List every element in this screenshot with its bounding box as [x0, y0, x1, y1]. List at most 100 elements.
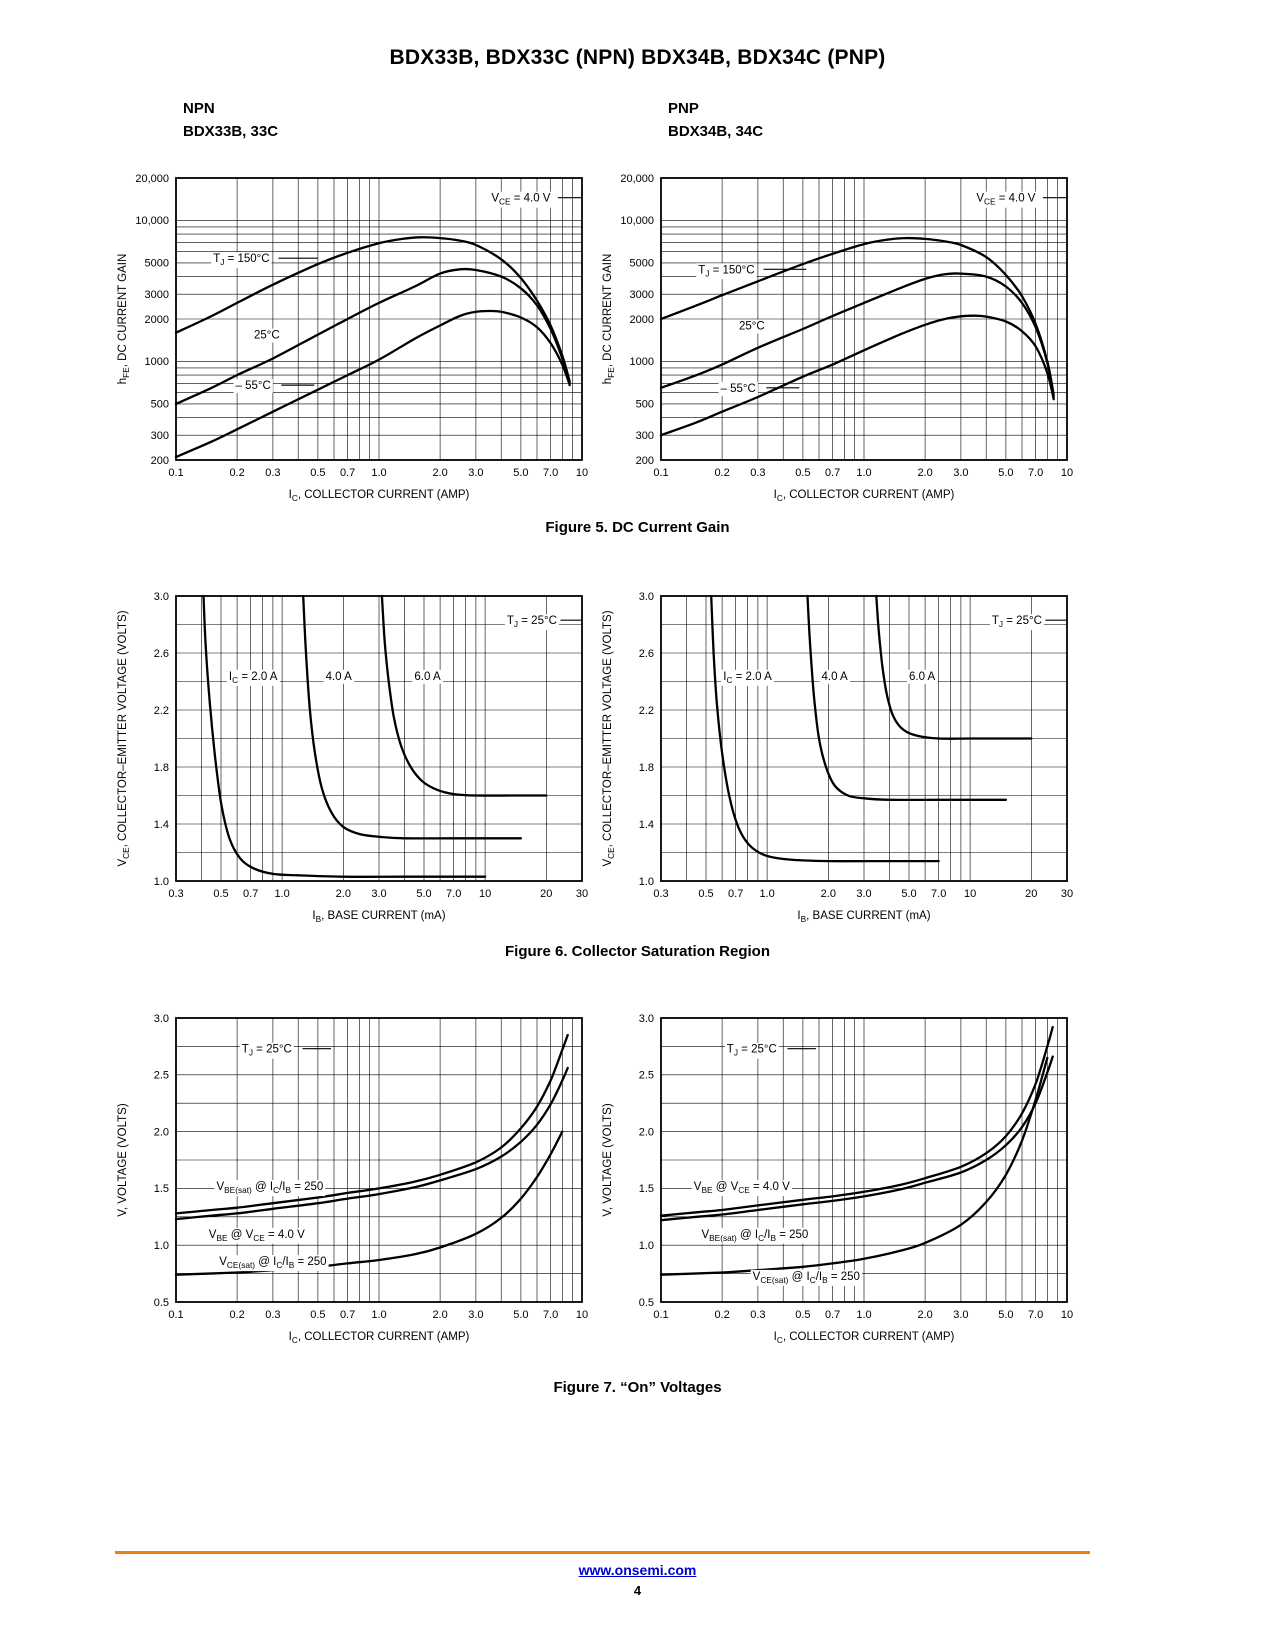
- chart-fig6-pnp: 0.3 0.5 0.7 1.0 2.0 3.0 5.0 7.0 10 20 30 3.0 2.6 2.2 1…: [597, 586, 1077, 931]
- y-axis-label: VCE, COLLECTOR–EMITTER VOLTAGE (VOLTS): [602, 610, 616, 866]
- svg-text:10: 10: [1061, 467, 1073, 479]
- annotation-1: VBE @ VCE = 4.0 V: [694, 1181, 790, 1195]
- svg-text:300: 300: [636, 430, 654, 442]
- grid-lines: [175, 595, 583, 882]
- annotation-bg: [233, 379, 273, 394]
- pnp-heading-type: PNP: [668, 100, 699, 117]
- svg-text:0.7: 0.7: [728, 888, 743, 900]
- annotation-bg: [736, 319, 767, 334]
- curve-vbe-sat-ic-ib-250: [174, 1033, 569, 1215]
- annotation-bg: [974, 191, 1038, 208]
- pnp-heading-parts: BDX34B, 34C: [668, 123, 764, 140]
- svg-text:2.2: 2.2: [154, 705, 169, 717]
- fig5-npn-svg: 0.1 0.2 0.3 0.5 0.7 1.0 2.0 3.0 5.0 7.0 10 200 300 50…: [117, 173, 588, 503]
- tick-labels: 0.1 0.2 0.3 0.5 0.7 1.0 2.0 3.0 5.0 7.0 10 200 300 50…: [135, 173, 588, 479]
- annotation-2: 4.0 A: [821, 671, 848, 683]
- y-axis-label: V, VOLTAGE (VOLTS): [117, 1103, 129, 1216]
- svg-text:10: 10: [964, 888, 976, 900]
- annotation-bg: [989, 614, 1044, 631]
- svg-text:5000: 5000: [145, 258, 169, 270]
- curve-6-0-a: [875, 594, 1033, 740]
- svg-text:0.5: 0.5: [795, 467, 810, 479]
- annotation-3: 6.0 A: [909, 671, 936, 683]
- figure6-caption: Figure 6. Collector Saturation Region: [504, 943, 771, 960]
- annotation-bg: [699, 1227, 811, 1244]
- annotation-bg: [724, 1042, 779, 1059]
- annotation-bg: [211, 252, 272, 269]
- svg-text:1.0: 1.0: [856, 467, 871, 479]
- svg-text:1.0: 1.0: [154, 1240, 169, 1252]
- annotation-0: VCE = 4.0 V: [491, 193, 550, 207]
- plot-border: [660, 1017, 1068, 1303]
- svg-text:20,000: 20,000: [135, 173, 169, 185]
- svg-text:2.5: 2.5: [639, 1070, 654, 1082]
- svg-text:5000: 5000: [630, 258, 654, 270]
- svg-text:10: 10: [1061, 1309, 1073, 1321]
- onsemi-link[interactable]: www.onsemi.com: [578, 1562, 697, 1578]
- svg-text:7.0: 7.0: [1028, 1309, 1043, 1321]
- annotation-0: VCE = 4.0 V: [976, 193, 1035, 207]
- x-axis-label: IC, COLLECTOR CURRENT (AMP): [774, 489, 955, 503]
- plot-border: [660, 595, 1068, 882]
- annotation-bg: [750, 1269, 862, 1286]
- svg-text:1.0: 1.0: [856, 1309, 871, 1321]
- annotation-2: 25°C: [739, 321, 765, 333]
- svg-text:5.0: 5.0: [513, 467, 528, 479]
- svg-text:0.1: 0.1: [653, 1309, 668, 1321]
- figure6-row: 0.3 0.5 0.7 1.0 2.0 3.0 5.0 7.0 10 20 30 3.0 2.6 2.2 1…: [112, 586, 1077, 931]
- curve-vce-sat-ic-ib-250: [174, 1130, 564, 1276]
- curve-4-0-a: [806, 594, 1008, 802]
- svg-text:5.0: 5.0: [901, 888, 916, 900]
- svg-text:2.0: 2.0: [917, 467, 932, 479]
- x-axis-label: IB, BASE CURRENT (mA): [312, 910, 445, 924]
- curve-6-0-a: [380, 594, 548, 797]
- footer-link-wrap: www.onsemi.com: [0, 1562, 1275, 1578]
- svg-text:0.5: 0.5: [154, 1297, 169, 1309]
- svg-text:1.0: 1.0: [759, 888, 774, 900]
- svg-text:500: 500: [151, 399, 169, 411]
- svg-text:0.7: 0.7: [825, 467, 840, 479]
- svg-text:1.4: 1.4: [154, 819, 169, 831]
- plot-border: [175, 1017, 583, 1303]
- svg-text:3.0: 3.0: [639, 1013, 654, 1025]
- annotation-bg: [239, 1042, 294, 1059]
- tick-labels: 0.1 0.2 0.3 0.5 0.7 1.0 2.0 3.0 5.0 7.0 10 3.0 2.5 2.…: [154, 1013, 588, 1321]
- curve-vbe-vce-4-0-v: [174, 1066, 569, 1221]
- svg-text:3.0: 3.0: [639, 591, 654, 603]
- svg-text:10: 10: [479, 888, 491, 900]
- svg-text:30: 30: [1061, 888, 1073, 900]
- svg-text:5.0: 5.0: [416, 888, 431, 900]
- svg-text:2.0: 2.0: [639, 1126, 654, 1138]
- svg-text:10: 10: [576, 1309, 588, 1321]
- annotation-0: TJ = 25°C: [507, 615, 557, 629]
- x-axis-label: IB, BASE CURRENT (mA): [797, 910, 930, 924]
- annotation-2: 4.0 A: [326, 671, 353, 683]
- svg-text:0.5: 0.5: [698, 888, 713, 900]
- chart-fig7-pnp: 0.1 0.2 0.3 0.5 0.7 1.0 2.0 3.0 5.0 7.0 10 3.0 2.5 2.…: [597, 1008, 1077, 1352]
- y-axis-label: hFE, DC CURRENT GAIN: [602, 254, 616, 385]
- svg-text:3000: 3000: [145, 289, 169, 301]
- svg-text:7.0: 7.0: [446, 888, 461, 900]
- svg-text:0.7: 0.7: [340, 467, 355, 479]
- svg-text:2.0: 2.0: [336, 888, 351, 900]
- svg-text:20,000: 20,000: [620, 173, 654, 185]
- curve-tj-150c: [659, 236, 1055, 396]
- svg-text:1.0: 1.0: [371, 1309, 386, 1321]
- svg-text:5.0: 5.0: [998, 1309, 1013, 1321]
- page-number: 4: [633, 1583, 642, 1598]
- svg-text:0.3: 0.3: [265, 1309, 280, 1321]
- curve-55c: [659, 314, 1055, 437]
- annotation-3: 6.0 A: [414, 671, 441, 683]
- svg-text:0.2: 0.2: [229, 467, 244, 479]
- svg-text:20: 20: [540, 888, 552, 900]
- grid-lines: [660, 177, 1068, 461]
- page-title: BDX33B, BDX33C (NPN) BDX34B, BDX34C (PNP…: [389, 46, 886, 69]
- grid-lines: [175, 177, 583, 461]
- annotation-3: VCE(sat) @ IC/IB = 250: [219, 1256, 326, 1270]
- npn-heading-type: NPN: [183, 100, 215, 117]
- annotation-3: VCE(sat) @ IC/IB = 250: [753, 1271, 860, 1285]
- annotation-bg: [718, 381, 758, 396]
- svg-text:0.7: 0.7: [243, 888, 258, 900]
- svg-text:0.1: 0.1: [653, 467, 668, 479]
